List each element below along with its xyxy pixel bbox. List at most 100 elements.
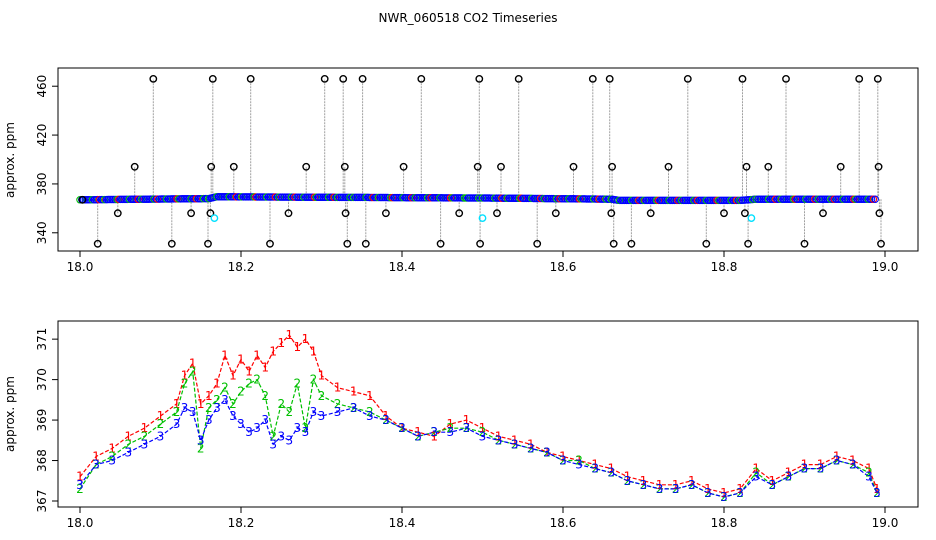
series-3-marker: 3 xyxy=(261,413,269,427)
top-y-tick-label: 420 xyxy=(35,124,49,147)
outlier-point xyxy=(627,239,636,248)
series-1-marker: 1 xyxy=(607,462,615,476)
series-3-marker: 3 xyxy=(720,490,728,504)
series-3-marker: 3 xyxy=(752,470,760,484)
series-1-marker: 1 xyxy=(559,450,567,464)
series-3-marker: 3 xyxy=(640,478,648,492)
outlier-point xyxy=(497,162,505,171)
outlier-point xyxy=(204,239,212,248)
series-1-marker: 1 xyxy=(833,450,841,464)
series-1-marker: 1 xyxy=(197,397,205,411)
series-2-marker: 2 xyxy=(495,433,503,447)
bottom-x-tick-label: 18.4 xyxy=(389,516,416,530)
top-baseline-series xyxy=(76,193,879,205)
series-1-marker: 1 xyxy=(205,389,213,403)
series-3-marker: 3 xyxy=(704,486,712,500)
series-2-marker: 2 xyxy=(197,441,205,455)
series-1-marker: 1 xyxy=(873,482,881,496)
series-2-marker: 2 xyxy=(656,482,664,496)
series-2-marker: 2 xyxy=(221,381,229,395)
series-3-marker: 3 xyxy=(656,482,664,496)
outlier-point xyxy=(167,239,176,248)
series-3-marker: 3 xyxy=(817,462,825,476)
series-3-marker: 3 xyxy=(398,421,406,435)
series-3-marker: 3 xyxy=(245,425,253,439)
series-3-marker: 3 xyxy=(446,425,454,439)
series-1-marker: 1 xyxy=(173,397,181,411)
bottom-y-axis-label: approx. ppm xyxy=(3,376,17,452)
series-3-marker: 3 xyxy=(205,413,213,427)
series-3-marker: 3 xyxy=(157,429,165,443)
outlier-point xyxy=(533,239,542,248)
outlier-point xyxy=(664,162,673,171)
series-2-marker: 2 xyxy=(801,462,809,476)
series-1-marker: 1 xyxy=(752,462,760,476)
series-1-marker: 1 xyxy=(124,429,132,443)
series-1-marker: 1 xyxy=(640,474,648,488)
series-2-marker: 2 xyxy=(463,421,471,435)
series-2-marker: 2 xyxy=(559,454,567,468)
series-1-marker: 1 xyxy=(237,352,245,366)
bottom-x-tick-label: 19.0 xyxy=(872,516,899,530)
series-3-marker: 3 xyxy=(293,421,301,435)
series-1-marker: 1 xyxy=(245,365,253,379)
bottom-y-axis: 367 368 369 370 371 xyxy=(35,328,58,513)
series-1-marker: 1 xyxy=(350,385,358,399)
series-2-marker: 2 xyxy=(591,462,599,476)
outlier-point xyxy=(551,209,560,218)
bottom-y-tick-label: 367 xyxy=(35,490,49,513)
series-1-marker: 1 xyxy=(479,421,487,435)
series-1-marker: 1 xyxy=(624,470,632,484)
outlier-point xyxy=(187,209,196,218)
series-1-marker: 1 xyxy=(865,462,873,476)
outlier-point xyxy=(399,162,408,171)
series-1-marker: 1 xyxy=(398,421,406,435)
top-x-tick-label: 18.6 xyxy=(550,260,577,274)
series-3-marker: 3 xyxy=(221,393,229,407)
series-2-marker: 2 xyxy=(229,397,237,411)
series-3-line xyxy=(79,398,878,498)
outlier-point xyxy=(381,209,390,218)
series-2-marker: 2 xyxy=(205,401,213,415)
outlier-point xyxy=(874,162,883,171)
series-3-marker: 3 xyxy=(189,405,197,419)
series-1-marker: 1 xyxy=(141,421,149,435)
series-3-marker: 3 xyxy=(833,454,841,468)
series-1-marker: 1 xyxy=(253,348,261,362)
top-x-tick-label: 18.0 xyxy=(67,260,94,274)
series-3-marker: 3 xyxy=(414,429,422,443)
outlier-point xyxy=(473,162,482,171)
outlier-point xyxy=(339,75,348,83)
series-1-marker: 1 xyxy=(318,369,326,383)
series-2-marker: 2 xyxy=(277,397,285,411)
series-3-marker: 3 xyxy=(269,437,277,451)
series-3-marker: 3 xyxy=(543,445,551,459)
series-2-marker: 2 xyxy=(607,466,615,480)
series-2-marker: 2 xyxy=(479,425,487,439)
series-1-marker: 1 xyxy=(720,486,728,500)
outlier-point xyxy=(246,75,255,83)
top-plot-frame xyxy=(57,67,919,252)
series-3-marker: 3 xyxy=(108,454,116,468)
series-2-marker: 2 xyxy=(720,490,728,504)
series-3-marker: 3 xyxy=(124,445,132,459)
series-1-marker: 1 xyxy=(92,450,100,464)
series-1-marker: 1 xyxy=(736,482,744,496)
series-2-marker: 2 xyxy=(124,437,132,451)
series-3-marker: 3 xyxy=(736,486,744,500)
series-1-marker: 1 xyxy=(463,413,471,427)
bottom-x-axis: 18.0 18.2 18.4 18.6 18.8 19.0 xyxy=(67,507,899,530)
figure-title: NWR_060518 CO2 Timeseries xyxy=(379,11,558,25)
series-2-marker: 2 xyxy=(318,389,326,403)
outlier-point xyxy=(702,239,711,248)
outlier-point xyxy=(130,162,139,171)
series-1-marker: 1 xyxy=(446,417,454,431)
cyan-point xyxy=(210,214,219,223)
series-1-marker: 1 xyxy=(108,441,116,455)
series-3-marker: 3 xyxy=(318,409,326,423)
series-3-marker: 3 xyxy=(310,405,318,419)
series-2-marker: 2 xyxy=(213,393,221,407)
bottom-plot-frame xyxy=(57,320,919,508)
series-1-marker: 1 xyxy=(656,478,664,492)
outlier-point xyxy=(646,209,655,218)
